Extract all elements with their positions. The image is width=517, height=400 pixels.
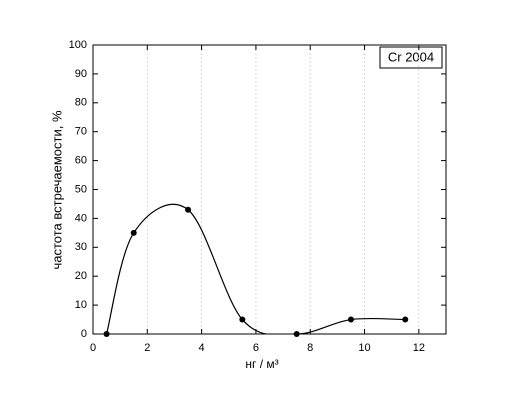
x-tick-label: 10 (358, 342, 370, 354)
data-point (239, 316, 246, 323)
y-tick-label: 20 (75, 270, 87, 282)
legend-label: Cr 2004 (388, 49, 434, 64)
y-tick-label: 10 (75, 299, 87, 311)
x-tick-label: 2 (144, 342, 150, 354)
x-tick-label: 0 (90, 342, 96, 354)
data-point (103, 331, 110, 337)
y-axis-label: частота встречаемости, % (49, 110, 64, 269)
y-tick-label: 60 (75, 155, 87, 167)
y-tick-label: 0 (81, 328, 87, 340)
x-tick-label: 8 (307, 342, 313, 354)
data-point (402, 316, 409, 323)
data-point (185, 206, 192, 213)
x-tick-label: 4 (199, 342, 205, 354)
data-point (130, 229, 137, 236)
series-line (105, 203, 406, 334)
x-axis-label: нг / м³ (245, 357, 278, 371)
x-tick-label: 12 (413, 342, 425, 354)
y-tick-label: 90 (75, 68, 87, 80)
y-tick-label: 100 (69, 39, 87, 51)
y-tick-label: 80 (75, 97, 87, 109)
y-tick-label: 50 (75, 183, 87, 195)
data-point (293, 331, 300, 337)
y-tick-label: 40 (75, 212, 87, 224)
legend-box (379, 46, 443, 69)
y-tick-label: 70 (75, 126, 87, 138)
plot-frame (92, 44, 447, 335)
data-point (347, 316, 354, 323)
x-tick-label: 6 (253, 342, 259, 354)
y-tick-label: 30 (75, 241, 87, 253)
